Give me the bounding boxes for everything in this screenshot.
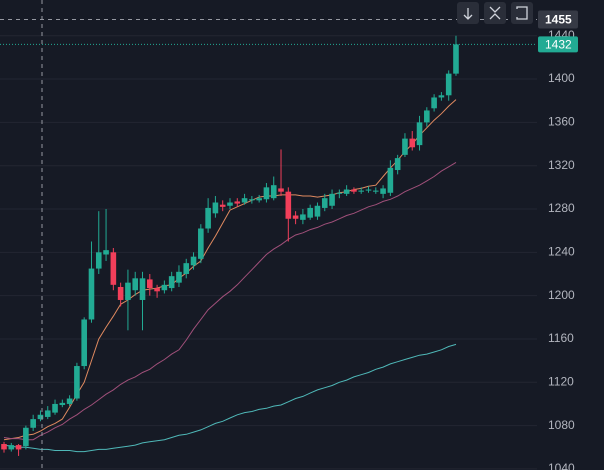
candle-body [380, 188, 386, 194]
candle-body [292, 215, 299, 219]
candle-body [205, 207, 211, 229]
candle-body [110, 252, 117, 285]
candle-body [416, 122, 423, 146]
candle-body [183, 263, 190, 274]
candle-body [227, 202, 233, 206]
candle-body [139, 278, 146, 300]
axis-panel [537, 0, 604, 470]
candle-body [424, 110, 430, 123]
candle-body [256, 198, 262, 201]
candle-body [8, 445, 15, 450]
candle-body [431, 97, 437, 109]
y-tick-label: 1280 [548, 201, 575, 215]
candle-body [351, 189, 357, 192]
candle-body [66, 398, 73, 404]
candle-body [409, 138, 416, 148]
candle-body [37, 414, 44, 420]
candle-body [249, 199, 255, 201]
candle-body [81, 319, 87, 367]
candle-body [147, 279, 153, 289]
candle-body [336, 192, 343, 194]
candle-body [190, 256, 197, 266]
y-tick-label: 1360 [548, 115, 575, 129]
candle-body [125, 282, 131, 300]
y-tick-label: 1240 [548, 244, 575, 258]
candle-body [278, 188, 284, 192]
candle-body [234, 201, 241, 204]
candle-body [285, 191, 292, 219]
candle-body [52, 403, 58, 413]
y-tick-label: 1040 [548, 461, 575, 470]
reset-icon [516, 6, 528, 20]
candle-body [154, 288, 160, 292]
candle-body [300, 214, 306, 220]
moving-average-line [3, 161, 457, 441]
candle-body [15, 445, 22, 450]
candle-body [343, 189, 350, 194]
candle-body [372, 190, 379, 192]
candle-body [59, 402, 66, 406]
candle-body [30, 419, 36, 428]
y-tick-label: 1160 [548, 331, 574, 345]
toolbar [457, 2, 533, 24]
candle-body [358, 190, 365, 192]
candle-body [307, 207, 313, 218]
candle-body [402, 138, 408, 155]
candle-body [117, 286, 124, 300]
candle-body [161, 284, 168, 291]
candle-body [198, 228, 204, 259]
y-tick-label: 1400 [548, 71, 575, 85]
y-tick-label: 1120 [548, 374, 574, 388]
candle-body [263, 187, 270, 200]
candle-body [365, 189, 372, 191]
candle-body [445, 73, 452, 96]
last-price-label: 1432 [545, 38, 572, 52]
candle-body [74, 366, 80, 399]
crosshair-badge [538, 10, 578, 29]
candle-body [394, 158, 401, 171]
candle-body [219, 204, 226, 207]
y-tick-label: 1200 [548, 288, 575, 302]
scroll-icon [463, 8, 473, 20]
candle-body [314, 205, 321, 217]
candle-body [321, 198, 328, 208]
candle-body [103, 250, 109, 255]
candle-body [438, 95, 445, 98]
candle-body [329, 193, 335, 206]
candle-body [212, 202, 219, 214]
collapse-icon [489, 6, 501, 20]
collapse-button[interactable] [484, 2, 506, 24]
candle-body [387, 167, 394, 193]
price-axis: 1040 1080 1120 1160 1200 1240 1280 1320 1360 1400… [537, 0, 604, 470]
candle-body [241, 198, 248, 203]
y-tick-label: 1080 [548, 418, 575, 432]
candle-body [88, 268, 95, 320]
candle-body [270, 185, 277, 199]
candle-body [453, 44, 459, 74]
last-price-badge [538, 36, 578, 53]
candle-body [95, 252, 102, 269]
candle-body [168, 276, 175, 289]
moving-average-line [3, 343, 457, 453]
candle-body [23, 427, 29, 447]
candle-body [176, 271, 182, 283]
y-tick-label: 1320 [548, 158, 575, 172]
candle-body [44, 410, 51, 417]
candle-body [1, 444, 7, 450]
crosshair-label: 1455 [545, 13, 572, 27]
candle-body [132, 278, 139, 291]
reset-button[interactable] [511, 2, 533, 24]
plot [0, 18, 537, 456]
